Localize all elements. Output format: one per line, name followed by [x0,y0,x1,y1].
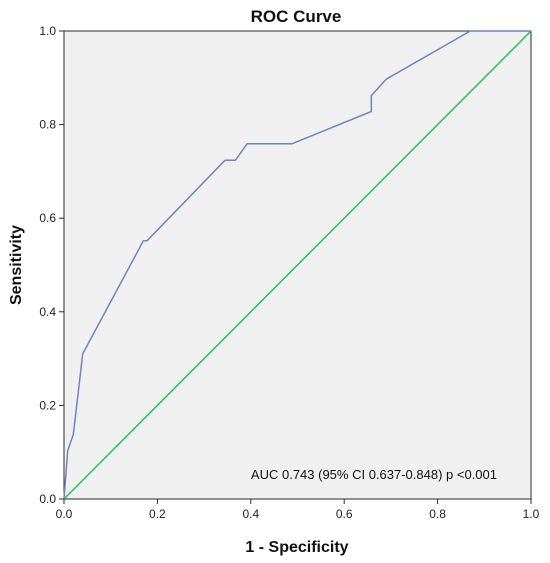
y-tick-label: 0.4 [39,305,56,319]
x-tick-label: 0.8 [429,507,446,521]
y-tick-label: 1.0 [39,24,56,38]
y-tick-label: 0.2 [39,398,56,412]
y-tick-label: 0.8 [39,118,56,132]
auc-annotation: AUC 0.743 (95% CI 0.637-0.848) p <0.001 [251,467,497,482]
x-tick-label: 0.6 [336,507,353,521]
x-tick-label: 1.0 [523,507,540,521]
y-tick-label: 0.0 [39,492,56,506]
x-axis-ticks: 0.0 0.2 0.4 0.6 0.8 1.0 [56,499,540,521]
y-axis-ticks: 0.0 0.2 0.4 0.6 0.8 1.0 [39,24,64,506]
series-layer [63,30,532,500]
x-tick-label: 0.2 [149,507,166,521]
y-axis-label: Sensitivity [8,225,25,305]
x-axis-label: 1 - Specificity [245,539,348,556]
reference-diagonal-line [63,30,532,500]
x-tick-label: 0.4 [242,507,259,521]
roc-curve-line [63,30,531,500]
y-tick-label: 0.6 [39,211,56,225]
chart-title: ROC Curve [251,7,342,26]
x-tick-label: 0.0 [56,507,73,521]
